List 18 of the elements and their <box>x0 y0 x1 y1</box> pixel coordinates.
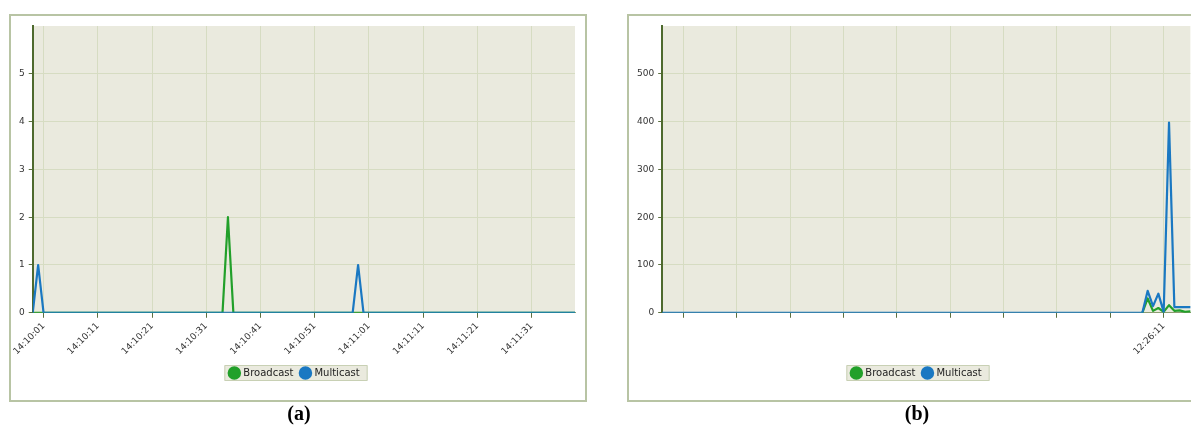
y-tick-label: 300 <box>636 163 655 174</box>
legend-label: Multicast <box>314 366 360 378</box>
text: (a) <box>286 402 312 425</box>
y-tick-label: 2 <box>18 211 25 222</box>
y-tick-label: 500 <box>636 68 655 79</box>
y-tick-label: 5 <box>18 68 25 79</box>
y-tick-label: 200 <box>636 211 655 222</box>
y-tick-label: 4 <box>18 115 25 126</box>
legend-label: Broadcast <box>865 366 916 378</box>
y-tick-label: 1 <box>18 259 25 270</box>
y-tick-label: 100 <box>636 259 655 270</box>
y-tick-label: 0 <box>18 307 25 318</box>
y-tick-label: 400 <box>636 115 655 126</box>
y-tick-label: 0 <box>648 307 655 318</box>
text: (b) <box>903 402 931 425</box>
legend-label: Broadcast <box>243 366 294 378</box>
y-tick-label: 3 <box>18 163 25 174</box>
legend-label: Multicast <box>936 366 982 378</box>
